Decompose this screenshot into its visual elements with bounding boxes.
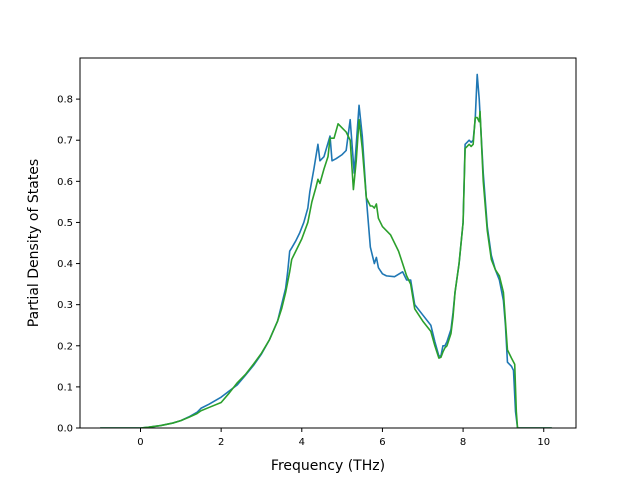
- y-tick-label: 0.8: [57, 95, 73, 106]
- x-tick-label: 4: [299, 437, 305, 448]
- x-axis-ticks: 0 2 4 6 8 10: [137, 428, 550, 448]
- y-tick-label: 0.2: [57, 341, 73, 352]
- x-tick-label: 0: [137, 437, 143, 448]
- x-axis-label: Frequency (THz): [271, 458, 385, 474]
- y-tick-label: 0.0: [57, 424, 73, 435]
- series-layer: [100, 73, 552, 428]
- x-tick-label: 2: [218, 437, 224, 448]
- y-axis-label: Partial Density of States: [26, 159, 42, 327]
- series-line-2: [100, 110, 552, 428]
- axes-frame: [79, 57, 577, 429]
- y-tick-label: 0.7: [57, 136, 73, 147]
- y-axis-ticks: 0.0 0.1 0.2 0.3 0.4 0.5 0.6 0.7 0.8: [57, 95, 80, 435]
- y-tick-label: 0.4: [57, 259, 73, 270]
- y-tick-label: 0.5: [57, 218, 73, 229]
- y-tick-label: 0.1: [57, 382, 73, 393]
- x-tick-label: 10: [537, 437, 550, 448]
- plot-area: [79, 57, 577, 429]
- x-tick-label: 6: [379, 437, 385, 448]
- y-tick-label: 0.6: [57, 177, 73, 188]
- y-tick-label: 0.3: [57, 300, 73, 311]
- x-tick-label: 8: [460, 437, 466, 448]
